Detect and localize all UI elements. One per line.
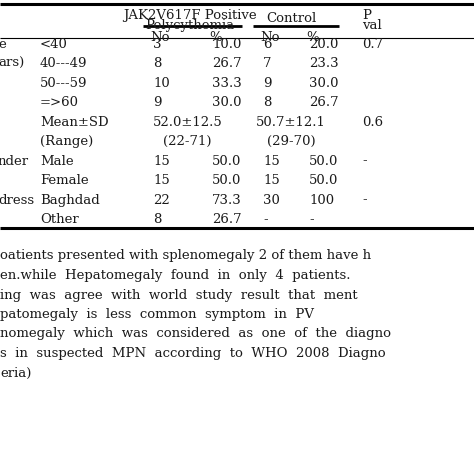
Text: 15: 15: [263, 174, 280, 187]
Text: 10: 10: [153, 76, 170, 90]
Text: eria): eria): [0, 366, 31, 380]
Text: No: No: [260, 31, 280, 44]
Text: ars): ars): [0, 57, 24, 70]
Text: Control: Control: [266, 12, 316, 25]
Text: -: -: [362, 193, 366, 207]
Text: (22-71): (22-71): [163, 135, 212, 148]
Text: 8: 8: [263, 96, 272, 109]
Text: 50.0: 50.0: [309, 174, 338, 187]
Text: =>60: =>60: [40, 96, 79, 109]
Text: %: %: [306, 31, 319, 44]
Text: Female: Female: [40, 174, 89, 187]
Text: 7: 7: [263, 57, 272, 70]
Text: 26.7: 26.7: [309, 96, 338, 109]
Text: en.while  Hepatomegaly  found  in  only  4  patients.: en.while Hepatomegaly found in only 4 pa…: [0, 269, 350, 282]
Text: Polycythemia: Polycythemia: [146, 19, 235, 32]
Text: 50---59: 50---59: [40, 76, 88, 90]
Text: dress: dress: [0, 193, 34, 207]
Text: 73.3: 73.3: [212, 193, 242, 207]
Text: 9: 9: [263, 76, 272, 90]
Text: 40---49: 40---49: [40, 57, 88, 70]
Text: 26.7: 26.7: [212, 57, 242, 70]
Text: 33.3: 33.3: [212, 76, 242, 90]
Text: 0.7: 0.7: [362, 37, 383, 51]
Text: JAK2V617F Positive: JAK2V617F Positive: [123, 9, 257, 22]
Text: 15: 15: [263, 155, 280, 167]
Text: s  in  suspected  MPN  according  to  WHO  2008  Diagno: s in suspected MPN according to WHO 2008…: [0, 347, 386, 360]
Text: 26.7: 26.7: [212, 213, 242, 226]
Text: P: P: [362, 9, 371, 22]
Text: Male: Male: [40, 155, 73, 167]
Text: No: No: [150, 31, 170, 44]
Text: 15: 15: [153, 155, 170, 167]
Text: 100: 100: [309, 193, 334, 207]
Text: oatients presented with splenomegaly 2 of them have h: oatients presented with splenomegaly 2 o…: [0, 249, 371, 263]
Text: Mean±SD: Mean±SD: [40, 116, 109, 128]
Text: 15: 15: [153, 174, 170, 187]
Text: 8: 8: [153, 213, 161, 226]
Text: e: e: [0, 37, 6, 51]
Text: <40: <40: [40, 37, 68, 51]
Text: 50.0: 50.0: [212, 174, 241, 187]
Text: Baghdad: Baghdad: [40, 193, 100, 207]
Text: 23.3: 23.3: [309, 57, 338, 70]
Text: 9: 9: [153, 96, 162, 109]
Text: 50.0: 50.0: [212, 155, 241, 167]
Text: ing  was  agree  with  world  study  result  that  ment: ing was agree with world study result th…: [0, 289, 357, 301]
Text: 30: 30: [263, 193, 280, 207]
Text: -: -: [263, 213, 268, 226]
Text: 10.0: 10.0: [212, 37, 241, 51]
Text: 30.0: 30.0: [212, 96, 241, 109]
Text: 50.7±12.1: 50.7±12.1: [256, 116, 326, 128]
Text: (Range): (Range): [40, 135, 93, 148]
Text: 0.6: 0.6: [362, 116, 383, 128]
Text: 20.0: 20.0: [309, 37, 338, 51]
Text: 22: 22: [153, 193, 170, 207]
Text: nomegaly  which  was  considered  as  one  of  the  diagno: nomegaly which was considered as one of …: [0, 328, 391, 340]
Text: -: -: [362, 155, 366, 167]
Text: (29-70): (29-70): [267, 135, 315, 148]
Text: 30.0: 30.0: [309, 76, 338, 90]
Text: val: val: [362, 19, 382, 32]
Text: 3: 3: [153, 37, 162, 51]
Text: 6: 6: [263, 37, 272, 51]
Text: 50.0: 50.0: [309, 155, 338, 167]
Text: patomegaly  is  less  common  symptom  in  PV: patomegaly is less common symptom in PV: [0, 308, 314, 321]
Text: %: %: [209, 31, 222, 44]
Text: Other: Other: [40, 213, 79, 226]
Text: 8: 8: [153, 57, 161, 70]
Text: -: -: [309, 213, 314, 226]
Text: 52.0±12.5: 52.0±12.5: [153, 116, 222, 128]
Text: nder: nder: [0, 155, 29, 167]
